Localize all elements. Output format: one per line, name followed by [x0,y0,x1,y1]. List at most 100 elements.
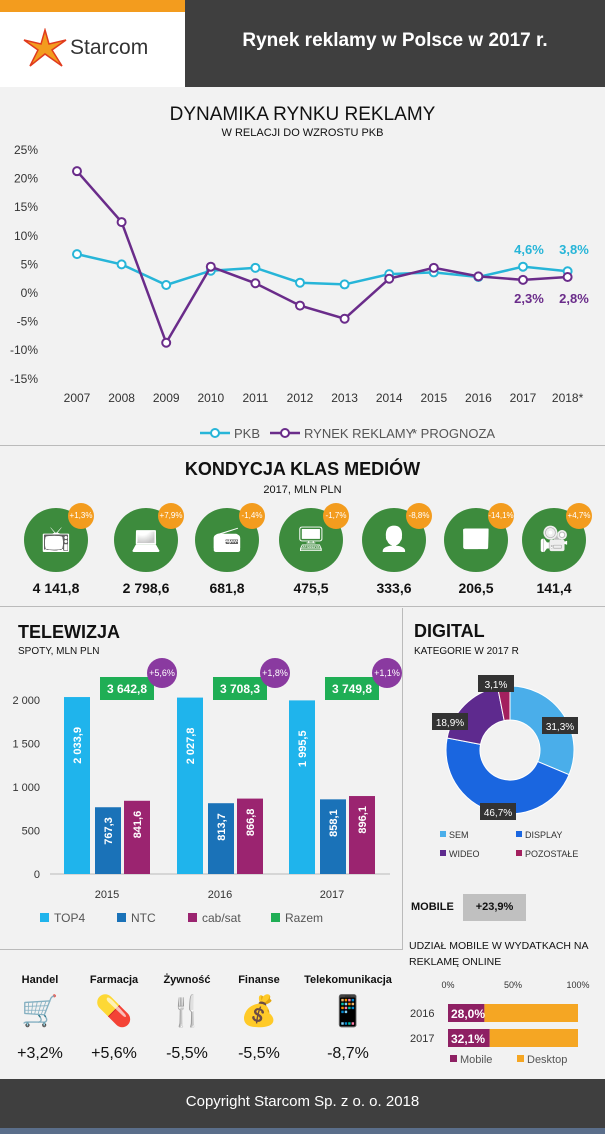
y-tick-label: 500 [22,826,40,838]
growth-badge [260,658,290,688]
bar-cab/sat [349,796,375,874]
y-tick-label: 10% [14,229,38,243]
legend-marker [280,428,290,438]
media-subtitle: 2017, MLN PLN [263,484,342,496]
x-tick-label: 2015 [420,391,447,405]
legend-label: Razem [285,911,323,925]
legend-swatch [117,913,126,922]
bar-desktop [489,1029,578,1047]
slice-label-box [478,675,514,692]
media-value: 681,8 [209,580,245,596]
bar-value-label: 858,1 [328,809,340,837]
x-tick-label: 2014 [376,391,403,405]
data-label: 3,8% [559,242,589,257]
mobile-label: MOBILE [411,901,454,913]
legend-label: PKB [234,426,260,441]
media-value: 141,4 [536,580,572,596]
bar-desktop [484,1004,578,1022]
growth-label: +5,6% [149,668,175,678]
slice-label: 18,9% [436,718,464,729]
tv-subtitle: SPOTY, MLN PLN [18,646,100,657]
bar-value-label: 767,3 [103,817,115,845]
bar-value-label: 813,7 [216,813,228,841]
data-point [250,262,261,273]
sector-change: -5,5% [238,1045,280,1062]
sector-change: -8,7% [327,1045,369,1062]
media-change-badge: -14,1% [488,503,514,529]
total-box [100,677,154,700]
media-value: 475,5 [293,580,329,596]
legend-label: POZOSTAŁE [525,849,578,859]
sector-change: +5,6% [91,1045,137,1062]
radio-icon: 📻 [212,526,242,553]
bar-mobile [448,1029,490,1047]
slice-label: 31,3% [546,722,574,733]
x-tick-label: 2007 [64,391,91,405]
bar-value-label: 32,1% [451,1032,485,1046]
mobile-growth: +23,9% [463,894,526,921]
mobile-share-chart: 0% 50% 100% 2016 28,0% 2017 32,1% Mobile Desktop [410,980,590,1066]
bar-TOP4 [64,697,90,874]
logo: Starcom [0,0,185,87]
growth-label: +1,8% [262,668,288,678]
growth-badge [372,658,402,688]
y-tick-label: -5% [17,315,39,329]
legend-label: WIDEO [449,849,480,859]
y-tick-label: 2017 [410,1033,434,1045]
data-point [72,249,82,260]
line-chart-subtitle: W RELACJI DO WZROSTU PKB [221,127,384,139]
media-title: KONDYCJA KLAS MEDIÓW [184,459,421,479]
page-title: Rynek reklamy w Polsce w 2017 r. [242,30,548,51]
x-tick-label: 2017 [510,391,537,405]
data-label: 4,6% [514,242,544,257]
y-tick-label: 20% [14,172,38,186]
cutlery-icon: 🍴 [168,995,206,1028]
digital-donut-chart: 31,3% 46,7% 18,9% 3,1% SEM DISPLAY WIDEO POZOST… [432,675,578,859]
data-point [428,262,439,273]
sector-name: Farmacja [89,974,139,986]
legend-label: RYNEK REKLAMY [304,426,415,441]
x-tick-label: 2010 [197,391,224,405]
slice-label: 3,1% [485,680,508,691]
legend-label: cab/sat [202,911,241,925]
bar-TOP4 [289,700,315,874]
footer: Copyright Starcom Sp. z o. o. 2018 [0,1079,605,1134]
legend-label: SEM [449,830,469,840]
bar-value-label: 28,0% [451,1007,485,1021]
media-circle: 💻 [114,508,178,572]
digital-title: DIGITAL [414,621,485,641]
slice-label-box [480,803,516,820]
y-tick-label: 0% [21,286,39,300]
bar-NTC [208,803,234,874]
legend-label: Desktop [527,1054,567,1066]
line-chart-title: DYNAMIKA RYNKU REKLAMY [169,104,436,125]
donut-slice-SEM [509,685,575,776]
legend-marker [210,428,220,438]
data-point [295,300,305,311]
media-circle: 📺 [24,508,88,572]
tv-title: TELEWIZJA [18,622,120,642]
data-point [161,279,172,290]
legend-swatch [517,1055,524,1062]
legend-label: TOP4 [54,911,85,925]
x-tick-label: 2018* [552,391,584,405]
legend-swatch [440,850,446,856]
newspaper-icon: 📰 [461,526,491,553]
data-point [384,273,395,284]
y-tick-label: 15% [14,200,38,214]
line-chart-section: DYNAMIKA RYNKU REKLAMY W RELACJI DO WZRO… [0,88,605,446]
legend-label: NTC [131,911,156,925]
bar-value-label: 896,1 [357,806,369,834]
data-point [295,277,305,288]
sector-change: +3,2% [17,1045,63,1062]
pharmacy-icon: 💊 [95,995,133,1028]
x-tick-label: 2017 [320,889,344,901]
bar-value-label: 841,6 [132,811,144,839]
bar-value-label: 1 995,5 [297,730,309,767]
digital-subtitle: KATEGORIE W 2017 R [414,646,519,657]
x-tick-label: 2012 [287,391,314,405]
line-chart: 25% 20% 15% 10% 5% 0% -5% -10% -15% 2007 2008 2009 2… [10,143,589,441]
slice-label-box [542,717,578,734]
legend-swatch [440,831,446,837]
media-value: 333,6 [376,580,412,596]
